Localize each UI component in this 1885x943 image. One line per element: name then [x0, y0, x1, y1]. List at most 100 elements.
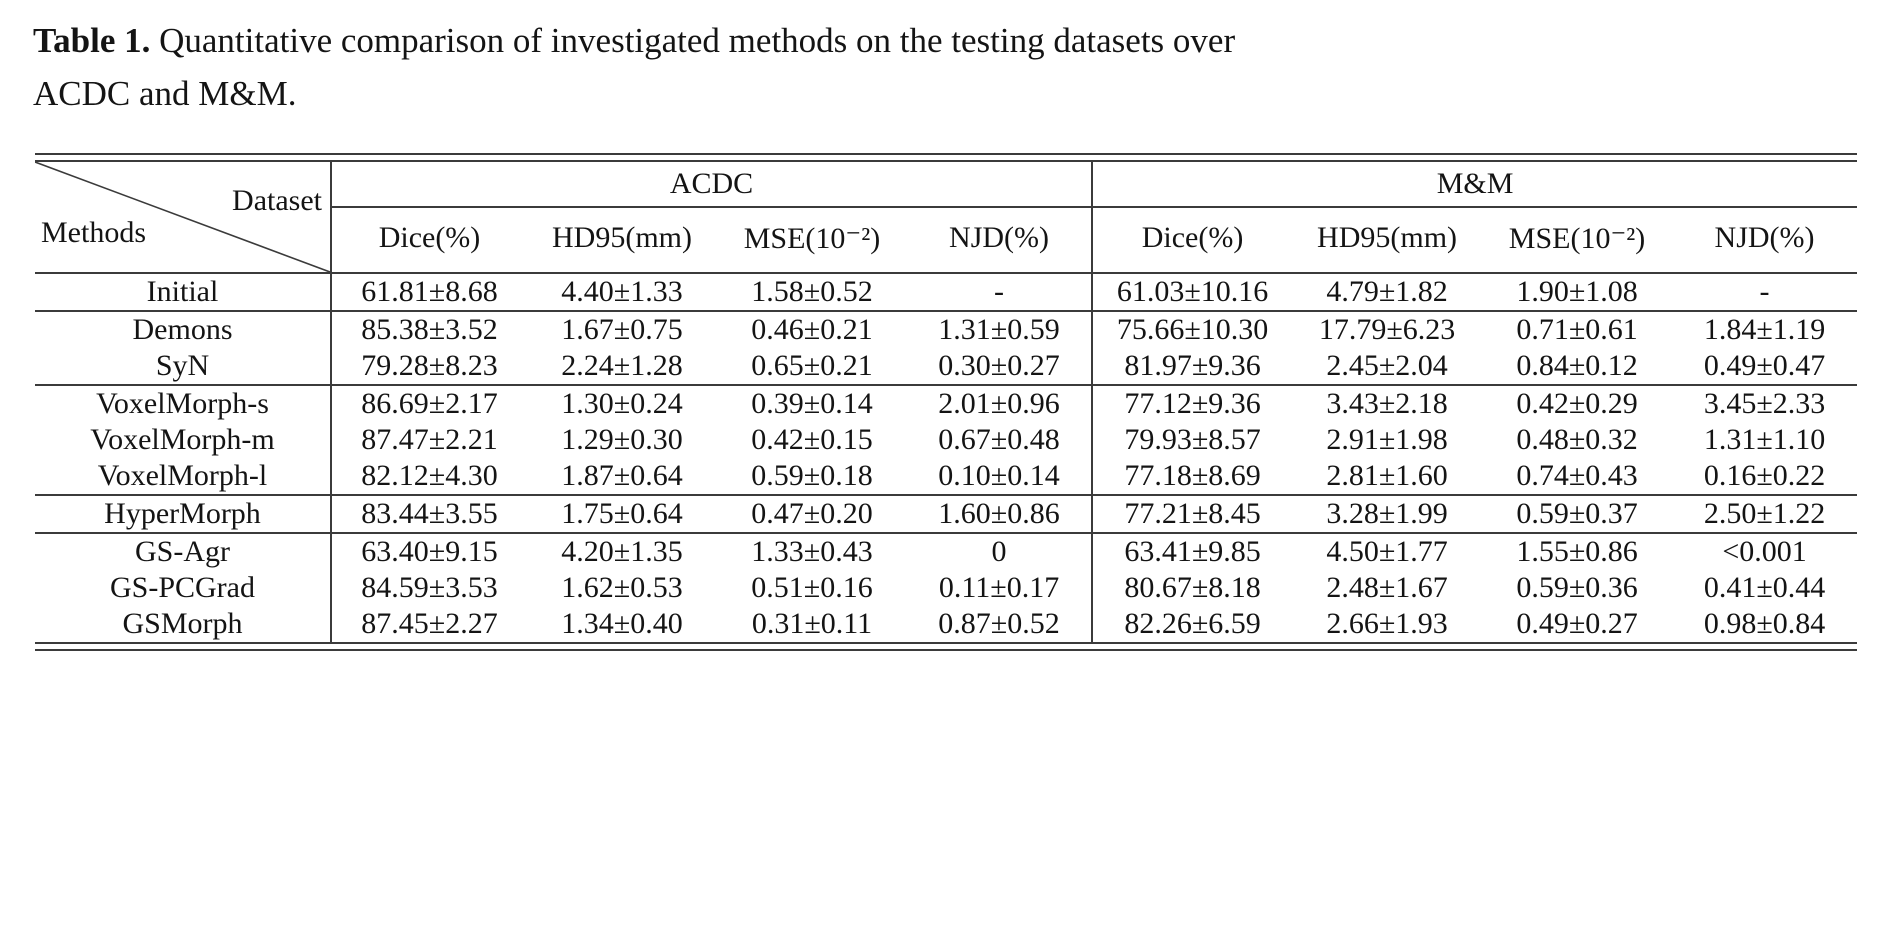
value-cell: 80.67±8.18: [1124, 571, 1261, 604]
value-cell: 1.33±0.43: [717, 532, 907, 570]
value-cell: 86.69±2.17: [331, 384, 527, 422]
table-caption-label: Table 1.: [33, 21, 151, 60]
method-label: Initial: [35, 272, 332, 311]
value-cell: 75.66±10.30: [1092, 310, 1293, 348]
table-row-hypermorph: HyperMorph 83.44±3.55 1.75±0.64 0.47±0.20 1.…: [35, 494, 1858, 533]
table-row-initial: Initial 61.81±8.68 4.40±1.33 1.58±0.52 - 61.0…: [35, 272, 1858, 311]
corner-cell: Dataset Methods: [35, 162, 332, 273]
value-cell: 83.44±3.55: [331, 494, 527, 533]
value-cell: <0.001: [1672, 532, 1858, 570]
value-cell: 3.45±2.33: [1672, 384, 1858, 422]
value-cell: 1.55±0.86: [1482, 532, 1673, 570]
value-cell: 84.59±3.53: [361, 571, 498, 604]
table-row-gs-pcgrad: GS-PCGrad 84.59±3.53 1.62±0.53 0.51±0.16 0.1…: [35, 570, 1857, 606]
value-cell: 0.30±0.27: [907, 348, 1094, 385]
value-cell: 85.38±3.52: [331, 310, 527, 348]
table-row-gsmorph: GSMorph 87.45±2.27 1.34±0.40 0.31±0.11 0.87±…: [35, 606, 1857, 642]
value-cell: 2.81±1.60: [1326, 459, 1448, 492]
method-label: VoxelMorph-m: [35, 422, 332, 458]
value-cell: 1.58±0.52: [717, 272, 907, 311]
value-cell: 4.40±1.33: [527, 272, 717, 311]
value-cell: 87.45±2.27: [361, 607, 498, 640]
value-cell: 2.50±1.22: [1672, 494, 1858, 533]
table-caption-line2: ACDC and M&M.: [33, 74, 297, 114]
value-cell: 1.84±1.19: [1672, 310, 1858, 348]
value-cell: 0.59±0.18: [751, 459, 873, 492]
method-label: SyN: [35, 348, 332, 385]
value-cell: 2.48±1.67: [1326, 571, 1448, 604]
value-cell: 81.97±9.36: [1124, 349, 1261, 382]
metric-header-m-m-dice: Dice(%): [1141, 221, 1244, 254]
metric-header-m-m-hd95-mm: HD95(mm): [1317, 221, 1458, 254]
value-cell: 1.31±0.59: [907, 310, 1094, 348]
value-cell: 0.71±0.61: [1482, 310, 1673, 348]
table-row-voxelmorph-l: VoxelMorph-l 82.12±4.30 1.87±0.64 0.59±0.18…: [35, 458, 1857, 495]
value-cell: 82.26±6.59: [1124, 607, 1261, 640]
header-metric-row: Dice(%) HD95(mm) MSE(10⁻²) NJD(%) Dice(%) HD9…: [35, 207, 1857, 273]
group-header-acdc: ACDC: [331, 162, 1094, 208]
diagonal-line: [35, 162, 330, 272]
value-cell: 0.84±0.12: [1516, 349, 1638, 382]
value-cell: 63.41±9.85: [1092, 532, 1293, 570]
value-cell: 2.01±0.96: [907, 384, 1094, 422]
group-header-mm: M&M: [1092, 162, 1858, 208]
value-cell: 61.03±10.16: [1092, 272, 1293, 311]
value-cell: 0.65±0.21: [751, 349, 873, 382]
table-row-voxelmorph-s: VoxelMorph-s 86.69±2.17 1.30±0.24 0.39±0.14…: [35, 384, 1858, 422]
value-cell: 17.79±6.23: [1292, 310, 1483, 348]
value-cell: 0.51±0.16: [751, 571, 873, 604]
table-row-syn: SyN 79.28±8.23 2.24±1.28 0.65±0.21 0.30±0.27…: [35, 348, 1857, 385]
value-cell: 0.59±0.36: [1516, 571, 1638, 604]
metric-header-acdc-mse-10: MSE(10⁻²): [743, 221, 881, 255]
table-row-demons: Demons 85.38±3.52 1.67±0.75 0.46±0.21 1.31±0…: [35, 310, 1858, 348]
value-cell: 4.20±1.35: [527, 532, 717, 570]
results-table-wrap: Dataset Methods ACDC M&M Dice(%) HD95(mm)…: [35, 153, 1858, 651]
top-double-rule: [35, 153, 1857, 162]
corner-methods-label: Methods: [41, 216, 146, 249]
value-cell: 0.31±0.11: [751, 607, 873, 640]
corner-dataset-label: Dataset: [232, 184, 322, 217]
method-label: VoxelMorph-l: [35, 458, 332, 495]
table-row-voxelmorph-m: VoxelMorph-m 87.47±2.21 1.29±0.30 0.42±0.15…: [35, 422, 1857, 458]
value-cell: 1.67±0.75: [527, 310, 717, 348]
value-cell: 82.12±4.30: [361, 459, 498, 492]
header-group-row: Dataset Methods ACDC M&M: [35, 162, 1858, 273]
bottom-double-rule: [35, 642, 1857, 651]
value-cell: 0.11±0.17: [907, 570, 1094, 606]
value-cell: 2.45±2.04: [1326, 349, 1448, 382]
value-cell: 0.67±0.48: [907, 422, 1094, 458]
value-cell: 1.29±0.30: [561, 423, 683, 456]
value-cell: 4.79±1.82: [1292, 272, 1483, 311]
value-cell: 79.28±8.23: [361, 349, 498, 382]
value-cell: 0.49±0.27: [1516, 607, 1638, 640]
value-cell: 1.90±1.08: [1482, 272, 1673, 311]
metric-header-m-m-njd: NJD(%): [1714, 221, 1815, 254]
value-cell: 61.81±8.68: [331, 272, 527, 311]
value-cell: 1.75±0.64: [527, 494, 717, 533]
value-cell: 2.66±1.93: [1326, 607, 1448, 640]
metric-header-acdc-hd95-mm: HD95(mm): [552, 221, 692, 254]
value-cell: 1.34±0.40: [561, 607, 683, 640]
value-cell: 77.12±9.36: [1092, 384, 1293, 422]
value-cell: -: [1672, 272, 1858, 311]
table-caption: Table 1. Quantitative comparison of inve…: [0, 0, 1885, 120]
value-cell: 0.49±0.47: [1703, 349, 1826, 382]
method-label: HyperMorph: [35, 494, 332, 533]
table-caption-line1: Quantitative comparison of investigated …: [159, 21, 1236, 60]
value-cell: 0.74±0.43: [1516, 459, 1638, 492]
value-cell: 77.21±8.45: [1092, 494, 1293, 533]
value-cell: 2.91±1.98: [1326, 423, 1448, 456]
metric-header-acdc-njd: NJD(%): [907, 207, 1094, 273]
value-cell: 3.28±1.99: [1292, 494, 1483, 533]
value-cell: 0.16±0.22: [1703, 459, 1826, 492]
value-cell: 0: [907, 532, 1094, 570]
table-body: Initial 61.81±8.68 4.40±1.33 1.58±0.52 - 61.0…: [35, 272, 1858, 642]
value-cell: 0.87±0.52: [907, 606, 1094, 642]
value-cell: 63.40±9.15: [331, 532, 527, 570]
value-cell: 0.39±0.14: [717, 384, 907, 422]
value-cell: 77.18±8.69: [1124, 459, 1261, 492]
value-cell: 0.42±0.15: [751, 423, 873, 456]
value-cell: 4.50±1.77: [1292, 532, 1483, 570]
value-cell: 2.24±1.28: [561, 349, 683, 382]
